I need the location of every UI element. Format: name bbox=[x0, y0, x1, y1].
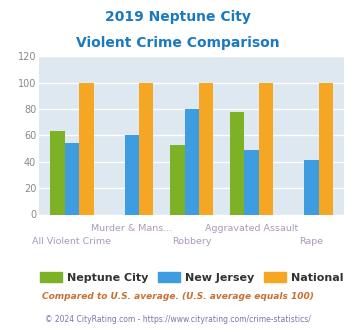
Bar bbox=[244, 150, 259, 214]
Text: © 2024 CityRating.com - https://www.cityrating.com/crime-statistics/: © 2024 CityRating.com - https://www.city… bbox=[45, 315, 310, 324]
Bar bbox=[125, 135, 139, 214]
Text: 2019 Neptune City: 2019 Neptune City bbox=[105, 10, 250, 24]
Bar bbox=[65, 143, 79, 214]
Bar bbox=[199, 82, 213, 214]
Text: Aggravated Assault: Aggravated Assault bbox=[205, 224, 298, 233]
Bar bbox=[139, 82, 153, 214]
Bar bbox=[230, 112, 244, 214]
Text: All Violent Crime: All Violent Crime bbox=[32, 237, 111, 246]
Bar bbox=[259, 82, 273, 214]
Text: Rape: Rape bbox=[299, 237, 323, 246]
Text: Robbery: Robbery bbox=[172, 237, 212, 246]
Bar bbox=[185, 109, 199, 214]
Bar bbox=[318, 82, 333, 214]
Bar bbox=[50, 131, 65, 214]
Bar bbox=[79, 82, 93, 214]
Text: Compared to U.S. average. (U.S. average equals 100): Compared to U.S. average. (U.S. average … bbox=[42, 292, 313, 301]
Text: Murder & Mans...: Murder & Mans... bbox=[91, 224, 173, 233]
Bar bbox=[304, 160, 318, 214]
Legend: Neptune City, New Jersey, National: Neptune City, New Jersey, National bbox=[35, 268, 348, 287]
Text: Violent Crime Comparison: Violent Crime Comparison bbox=[76, 36, 279, 50]
Bar bbox=[170, 145, 185, 214]
